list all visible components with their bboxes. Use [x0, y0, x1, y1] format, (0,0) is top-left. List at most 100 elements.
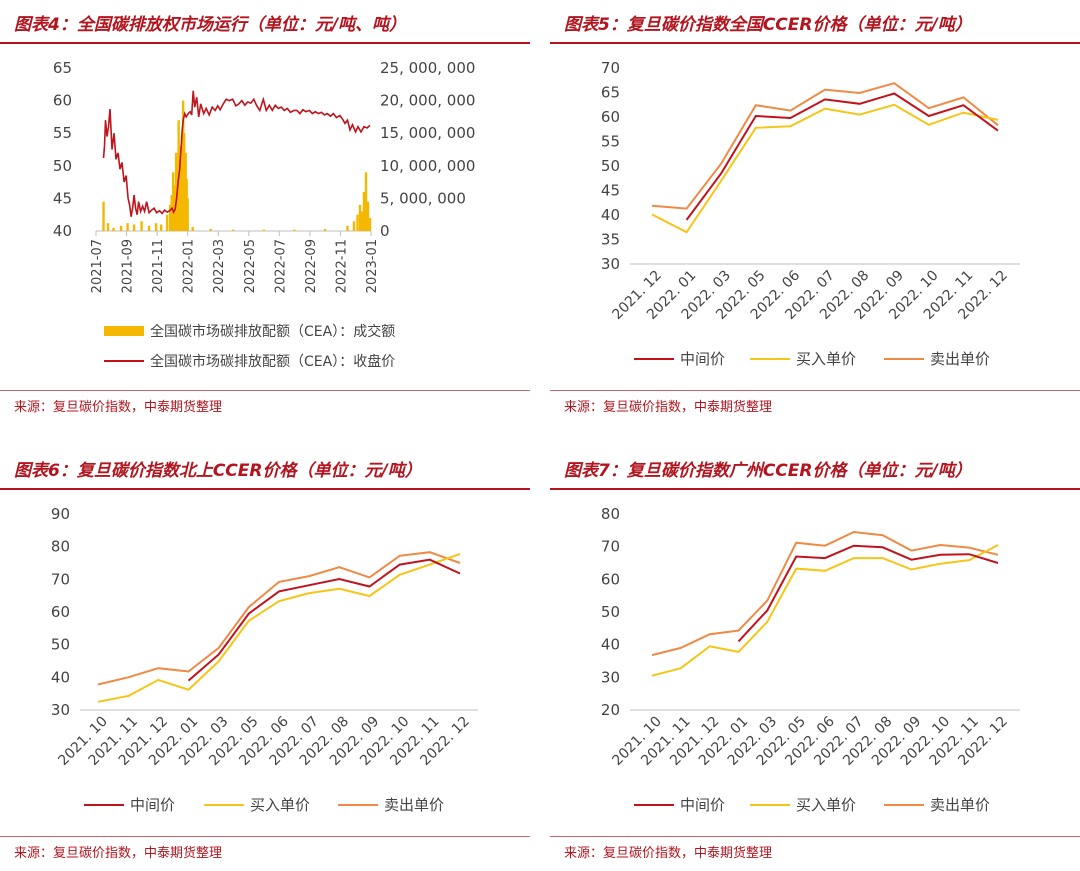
series-line-mid — [737, 544, 999, 643]
panel-national-ccer: 图表5：复旦碳价指数全国CCER价格（单位：元/吨） 30 35 40 45 50 55 6… — [550, 0, 1080, 425]
volume-bar — [179, 146, 182, 231]
y-tick-label: 40 — [51, 668, 70, 686]
y-tick-label: 60 — [51, 603, 70, 621]
y-tick-label: 80 — [601, 505, 620, 523]
panel-national-market: 图表4：全国碳排放权市场运行（单位：元/吨、吨） 40 45 50 55 60 65 0 5,… — [0, 0, 530, 425]
volume-bar — [182, 133, 186, 231]
x-tick-label: 2021-11 — [151, 239, 166, 293]
x-tick-label: 2022-05 — [243, 239, 258, 293]
volume-bar — [126, 223, 129, 231]
volume-bar — [165, 214, 169, 231]
volume-bar — [358, 204, 362, 231]
volume-bar — [168, 204, 172, 231]
y-tick-label: 50 — [601, 157, 620, 175]
volume-bar — [366, 201, 370, 231]
source-note: 来源：复旦碳价指数，中泰期货整理 — [14, 846, 223, 861]
y-tick-label: 45 — [601, 182, 620, 200]
panel-title: 图表5：复旦碳价指数全国CCER价格（单位：元/吨） — [564, 15, 972, 35]
volume-bar — [159, 224, 163, 231]
y-right-tick-label: 0 — [380, 222, 390, 240]
x-tick-label: 2022-07 — [273, 239, 288, 293]
legend-label-sell: 卖出单价 — [384, 796, 444, 814]
legend-swatch-volume — [104, 326, 144, 336]
volume-bar — [323, 229, 327, 231]
volume-bar — [346, 225, 349, 231]
volume-bar — [186, 198, 189, 231]
y-tick-label: 30 — [601, 668, 620, 686]
volume-bar — [140, 221, 143, 231]
volume-bar — [112, 227, 115, 231]
legend-label-mid: 中间价 — [680, 350, 725, 368]
volume-bar — [191, 227, 194, 231]
volume-bar — [262, 229, 266, 231]
y-left-tick-label: 65 — [53, 59, 72, 77]
volume-bar — [232, 229, 235, 231]
source-note: 来源：复旦碳价指数，中泰期货整理 — [564, 846, 773, 861]
series-line-sell — [651, 82, 999, 210]
volume-bar — [293, 229, 296, 231]
y-left-tick-label: 55 — [53, 124, 72, 142]
volume-bar — [154, 223, 158, 231]
legend-label-close-price: 全国碳市场碳排放配额（CEA）：收盘价 — [150, 353, 395, 370]
volume-bar — [119, 225, 123, 231]
y-tick-label: 50 — [51, 636, 70, 654]
national-market-chart: 40 45 50 55 60 65 0 5, 000, 000 10, 000, 000 15, … — [53, 59, 476, 370]
panel-guangzhou-ccer: 图表7：复旦碳价指数广州CCER价格（单位：元/吨） 20 30 40 50 60 70 8… — [550, 446, 1080, 871]
y-tick-label: 40 — [601, 206, 620, 224]
volume-bar — [360, 211, 364, 231]
y-tick-label: 70 — [51, 570, 70, 588]
y-tick-label: 30 — [51, 701, 70, 719]
y-tick-label: 60 — [601, 108, 620, 126]
title-rule — [0, 488, 530, 490]
series-line-close-price — [102, 90, 371, 217]
y-right-tick-label: 25, 000, 000 — [380, 59, 475, 77]
y-tick-label: 90 — [51, 505, 70, 523]
y-tick-label: 65 — [601, 84, 620, 102]
x-tick-label: 2022-09 — [304, 239, 319, 293]
x-tick-label: 2022-03 — [212, 239, 227, 293]
legend-label-buy: 买入单价 — [796, 796, 856, 814]
legend-label-sell: 卖出单价 — [930, 796, 990, 814]
volume-bar — [106, 223, 110, 231]
y-tick-label: 40 — [601, 636, 620, 654]
legend-label-buy: 买入单价 — [796, 350, 856, 368]
y-right-tick-label: 20, 000, 000 — [380, 92, 475, 110]
footer-rule — [550, 390, 1080, 391]
volume-bar — [352, 221, 356, 231]
y-tick-label: 70 — [601, 538, 620, 556]
series-line-buy — [651, 544, 999, 677]
series-line-sell — [97, 551, 461, 686]
footer-rule — [0, 836, 530, 837]
y-right-tick-label: 15, 000, 000 — [380, 124, 475, 142]
y-tick-label: 20 — [601, 701, 620, 719]
x-tick-label: 2022-01 — [182, 239, 197, 293]
x-tick-label: 2021-09 — [121, 239, 136, 293]
series-line-sell — [651, 530, 999, 657]
title-rule — [550, 488, 1080, 490]
source-note: 来源：复旦碳价指数，中泰期货整理 — [564, 400, 773, 415]
x-tick-label: 2022-11 — [334, 239, 349, 293]
legend-label-mid: 中间价 — [680, 796, 725, 814]
y-right-tick-label: 10, 000, 000 — [380, 157, 475, 175]
series-line-buy — [97, 552, 461, 703]
footer-rule — [0, 390, 530, 391]
y-left-tick-label: 50 — [53, 157, 72, 175]
series-line-buy — [651, 103, 999, 234]
x-tick-label: 2023-01 — [365, 239, 380, 293]
y-tick-label: 55 — [601, 133, 620, 151]
y-tick-label: 35 — [601, 231, 620, 249]
title-rule — [550, 42, 1080, 44]
footer-rule — [550, 836, 1080, 837]
panel-title: 图表6：复旦碳价指数北上CCER价格（单位：元/吨） — [14, 461, 422, 481]
y-tick-label: 80 — [51, 538, 70, 556]
y-tick-label: 50 — [601, 603, 620, 621]
volume-bar — [362, 191, 366, 231]
series-line-mid — [187, 558, 461, 682]
panel-beishang-ccer: 图表6：复旦碳价指数北上CCER价格（单位：元/吨） 30 40 50 60 70 80 9… — [0, 446, 530, 871]
y-tick-label: 30 — [601, 255, 620, 273]
y-left-tick-label: 45 — [53, 189, 72, 207]
y-tick-label: 60 — [601, 570, 620, 588]
